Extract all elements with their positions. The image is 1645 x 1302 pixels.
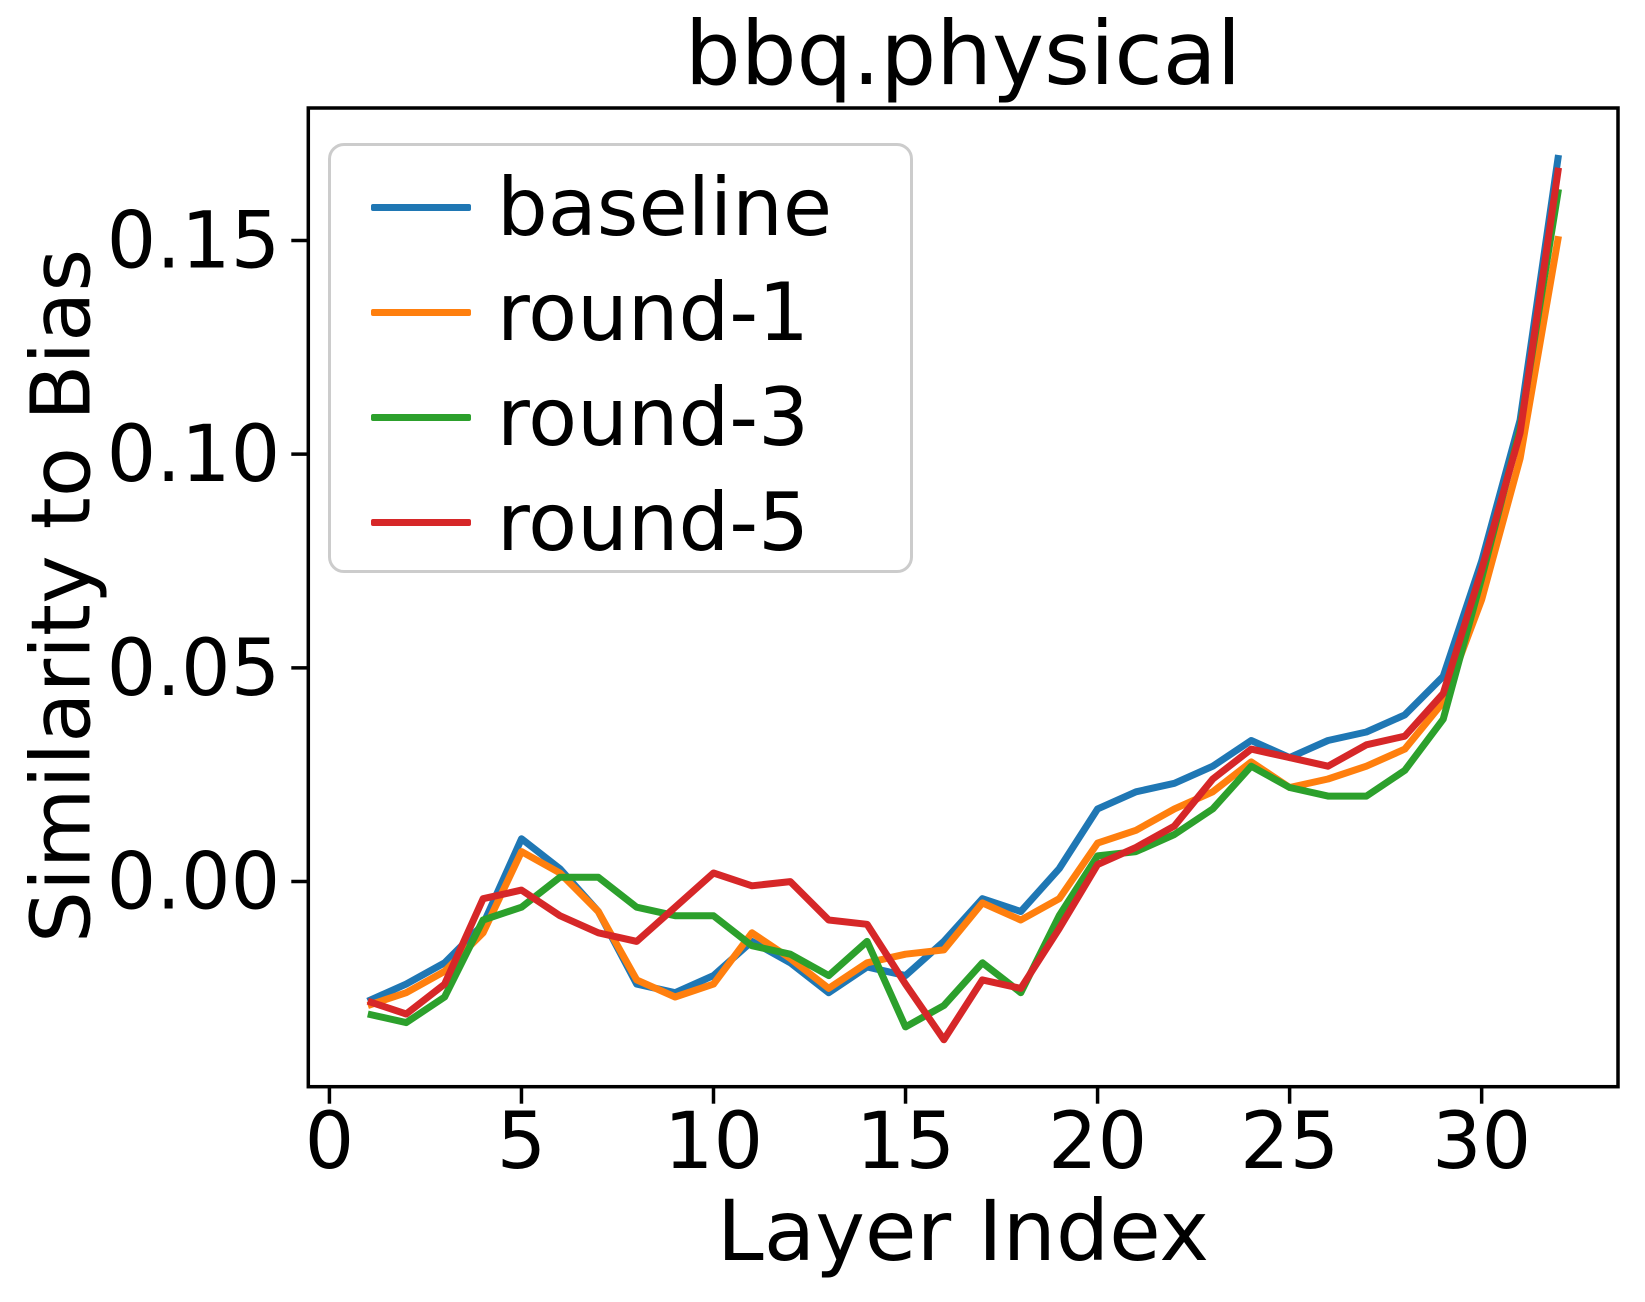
legend-label: round-1 [497, 265, 810, 359]
legend-swatch-baseline [371, 204, 471, 211]
series-line-round-3 [367, 188, 1562, 1031]
series-line-round-5 [366, 167, 1562, 1044]
legend-label: round-3 [497, 370, 810, 464]
legend-row-round-3: round-3 [331, 365, 910, 470]
y-tick-label: 0.10 [107, 410, 281, 500]
y-tick-label: 0.05 [107, 624, 281, 714]
x-tick-label: 15 [856, 1097, 955, 1187]
chart-title: bbq.physical [684, 2, 1242, 105]
x-axis-label: Layer Index [716, 1182, 1210, 1280]
y-axis-label: Similarity to Bias [14, 248, 110, 944]
x-tick-label: 5 [497, 1097, 547, 1187]
axes-spines [306, 106, 1620, 1089]
x-tick-label: 0 [305, 1097, 355, 1187]
y-tick-label: 0.00 [107, 838, 281, 928]
legend-row-round-1: round-1 [331, 260, 910, 365]
legend-row-round-5: round-5 [331, 470, 910, 575]
x-tick-label: 10 [664, 1097, 763, 1187]
legend-swatch-round-1 [371, 309, 471, 316]
legend: baseline round-1 round-3 round-5 [328, 143, 913, 573]
x-tick-label: 30 [1432, 1097, 1531, 1187]
x-tick-label: 25 [1240, 1097, 1339, 1187]
legend-label: round-5 [497, 475, 810, 569]
x-tick-label: 20 [1048, 1097, 1147, 1187]
legend-swatch-round-3 [371, 414, 471, 421]
legend-swatch-round-5 [371, 519, 471, 526]
legend-row-baseline: baseline [331, 155, 910, 260]
legend-label: baseline [497, 160, 833, 254]
y-tick-label: 0.15 [107, 196, 281, 286]
